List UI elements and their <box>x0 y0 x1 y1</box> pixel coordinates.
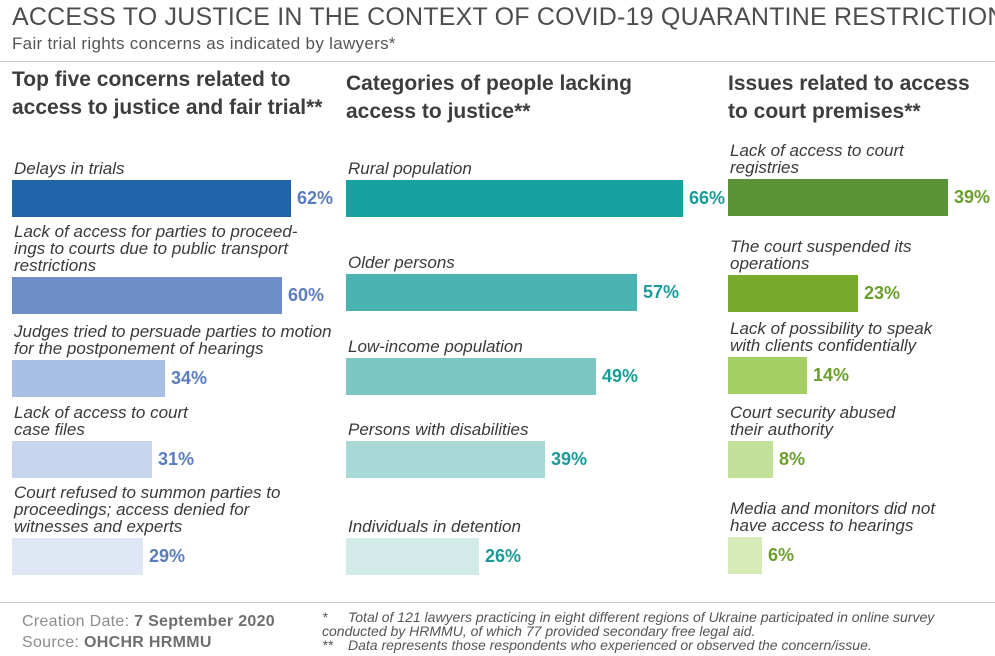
bar-label-line: proceedings; access denied for <box>14 500 250 519</box>
value-label: 8% <box>779 449 806 469</box>
footnote-line: * Total of 121 lawyers practicing in eigh… <box>322 610 934 624</box>
bar <box>12 277 282 314</box>
bar-label-line: Older persons <box>348 253 455 272</box>
bar-label-line: Court refused to summon parties to <box>14 483 281 502</box>
value-label: 29% <box>149 546 186 566</box>
bar-label-line: Media and monitors did not <box>730 499 936 518</box>
creation-date: Creation Date: 7 September 2020 <box>22 613 275 631</box>
value-label: 66% <box>689 188 726 208</box>
creation-label: Creation Date: <box>22 613 130 630</box>
bottom-divider <box>0 602 995 603</box>
bar <box>12 441 152 478</box>
bar <box>728 537 762 574</box>
chart-title: ACCESS TO JUSTICE IN THE CONTEXT OF COVI… <box>12 3 995 31</box>
footnote-line: conducted by HRMMU, of which 77 provided… <box>322 624 755 638</box>
bar <box>346 441 545 478</box>
bar-label-line: Delays in trials <box>14 159 125 178</box>
bar-label-line: Rural population <box>348 159 472 178</box>
bar-label: Media and monitors did not have access to… <box>730 500 995 534</box>
bar-label: Persons with disabilities <box>348 421 678 438</box>
bar-label-line: have access to hearings <box>730 516 914 535</box>
bar-label-line: Lack of access to court <box>14 403 188 422</box>
bar-label: Delays in trials <box>14 160 344 177</box>
bar-label: The court suspended its operations <box>730 238 995 272</box>
bar-label-line: Low-income population <box>348 337 523 356</box>
panel-title: Top five concerns related to access to j… <box>12 68 323 119</box>
bar-label: Lack of possibility to speak with clients… <box>730 320 995 354</box>
bar-label: Lack of access to court case files <box>14 404 344 438</box>
bar-label-line: Lack of access to court <box>730 141 904 160</box>
chart-subtitle: Fair trial rights concerns as indicated … <box>12 34 396 53</box>
source-label: Source: <box>22 634 80 651</box>
bar-label: Court security abused their authority <box>730 404 995 438</box>
bar-label: Rural population <box>348 160 678 177</box>
footnote-mark: * <box>322 609 328 625</box>
panel-title: Issues related to access to court premis… <box>728 72 970 123</box>
value-label: 23% <box>864 283 901 303</box>
bar-label-line: Lack of access for parties to proceed- <box>14 222 298 241</box>
value-label: 49% <box>602 366 639 386</box>
bar <box>346 274 637 311</box>
bar <box>12 538 143 575</box>
value-label: 62% <box>297 188 334 208</box>
bar-label-line: their authority <box>730 420 833 439</box>
bar-label: Low-income population <box>348 338 678 355</box>
value-label: 39% <box>551 449 588 469</box>
bar-label-line: Persons with disabilities <box>348 420 529 439</box>
footnote-text: conducted by HRMMU, of which 77 provided… <box>322 623 756 639</box>
value-label: 14% <box>813 365 850 385</box>
value-label: 6% <box>768 545 795 565</box>
bar <box>728 357 807 394</box>
bar-label-line: ings to courts due to public transport <box>14 239 289 258</box>
bar <box>12 180 291 217</box>
bar-label-line: registries <box>730 158 799 177</box>
bar-label-line: with clients confidentially <box>730 336 917 355</box>
bar <box>728 179 948 216</box>
footnote-text: Total of 121 lawyers practicing in eight… <box>348 609 935 625</box>
bar <box>728 275 858 312</box>
value-label: 57% <box>643 282 680 302</box>
source: Source: OHCHR HRMMU <box>22 634 212 652</box>
bar-label: Individuals in detention <box>348 518 678 535</box>
value-label: 26% <box>485 546 522 566</box>
bar-label-line: Judges tried to persuade parties to moti… <box>14 322 332 341</box>
bar <box>728 441 773 478</box>
bar-label: Older persons <box>348 254 678 271</box>
footnote-text: Data represents those respondents who ex… <box>348 637 872 653</box>
bar-label-line: witnesses and experts <box>14 517 183 536</box>
bar-label-line: Court security abused <box>730 403 896 422</box>
value-label: 60% <box>288 285 325 305</box>
footnote-mark: ** <box>322 637 333 653</box>
footnote-line: ** Data represents those respondents who … <box>322 638 872 652</box>
bar-label: Lack of access to court registries <box>730 142 995 176</box>
bar-label-line: The court suspended its <box>730 237 912 256</box>
value-label: 34% <box>171 368 208 388</box>
bar-label: Court refused to summon parties to procee… <box>14 484 344 535</box>
bar-label-line: operations <box>730 254 810 273</box>
bar <box>12 360 165 397</box>
bar-label-line: Lack of possibility to speak <box>730 319 933 338</box>
creation-value: 7 September 2020 <box>134 613 276 630</box>
value-label: 39% <box>954 187 991 207</box>
bar-label: Lack of access for parties to proceed-in… <box>14 223 344 274</box>
bar <box>346 538 479 575</box>
bar-label-line: Individuals in detention <box>348 517 521 536</box>
bar-label-line: restrictions <box>14 256 97 275</box>
bar-label: Judges tried to persuade parties to moti… <box>14 323 344 357</box>
value-label: 31% <box>158 449 195 469</box>
bar-label-line: for the postponement of hearings <box>14 339 264 358</box>
panel-title: Categories of people lacking access to j… <box>346 72 632 123</box>
bar <box>346 358 596 395</box>
bar <box>346 180 683 217</box>
top-divider <box>0 61 995 62</box>
bar-label-line: case files <box>14 420 85 439</box>
source-value: OHCHR HRMMU <box>84 634 212 651</box>
